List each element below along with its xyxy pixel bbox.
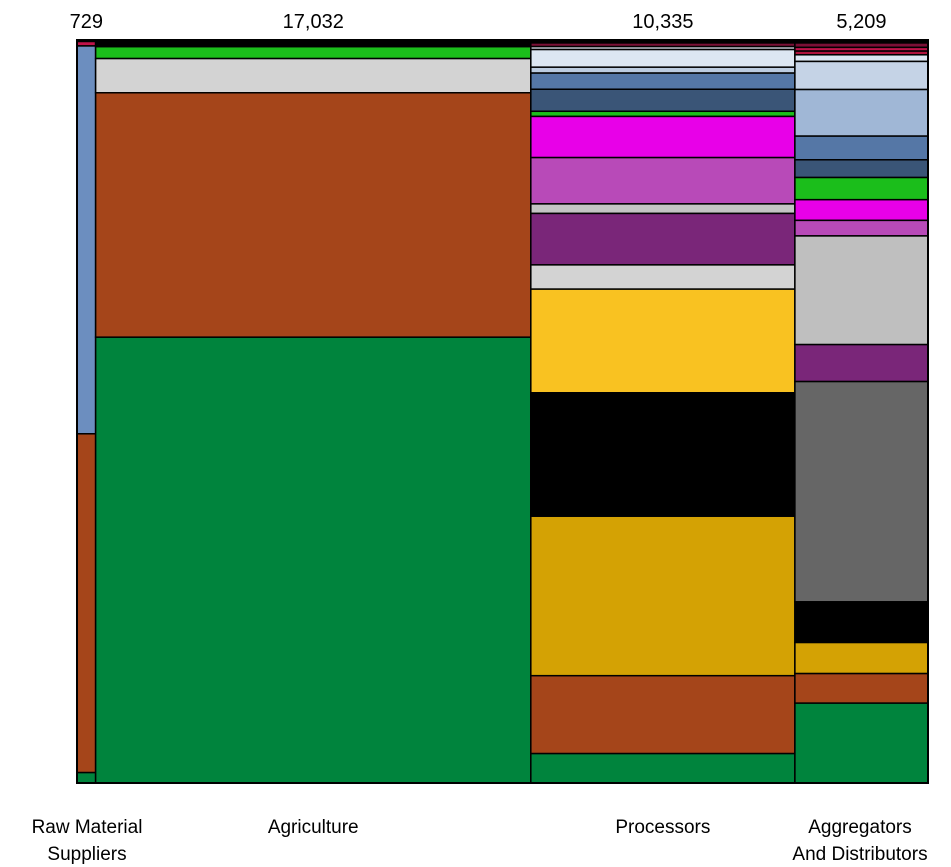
segment-processors-15 (530, 392, 796, 517)
segment-aggregators-and-distributors-18 (794, 672, 929, 704)
segment-aggregators-and-distributors-17 (794, 641, 929, 675)
segment-raw-material-suppliers-4 (76, 433, 97, 774)
plot-frame (76, 39, 929, 784)
segment-aggregators-and-distributors-14 (794, 343, 929, 383)
segment-processors-17 (530, 674, 796, 755)
category-label-processors: Processors (615, 817, 710, 838)
segment-processors-4 (530, 48, 796, 68)
category-label-aggregators-and-distributors: Aggregators And Distributors (792, 817, 927, 865)
segment-aggregators-and-distributors-6 (794, 60, 929, 91)
segment-agriculture-4 (94, 92, 532, 338)
segment-aggregators-and-distributors-7 (794, 88, 929, 137)
segment-aggregators-and-distributors-9 (794, 159, 929, 179)
segment-aggregators-and-distributors-12 (794, 219, 929, 237)
segment-aggregators-and-distributors-19 (794, 702, 929, 784)
segment-processors-8 (530, 110, 796, 118)
segment-processors-18 (530, 752, 796, 784)
category-labels: Raw Material Suppliers Agriculture Processo… (32, 817, 928, 865)
segment-aggregators-and-distributors-5 (794, 54, 929, 63)
segment-processors-11 (530, 203, 796, 215)
segment-processors-5 (530, 66, 796, 74)
segment-aggregators-and-distributors-15 (794, 380, 929, 603)
segment-agriculture-5 (94, 336, 532, 784)
segment-processors-7 (530, 88, 796, 113)
column-totals: 729 17,032 10,335 5,209 (70, 11, 887, 33)
segment-aggregators-and-distributors-10 (794, 176, 929, 201)
segment-raw-material-suppliers-5 (76, 771, 97, 784)
segment-agriculture-3 (94, 57, 532, 94)
segment-processors-16 (530, 515, 796, 677)
segment-processors-10 (530, 156, 796, 205)
segment-aggregators-and-distributors-8 (794, 135, 929, 161)
segment-processors-9 (530, 115, 796, 159)
segment-processors-13 (530, 264, 796, 290)
plot-area (76, 39, 929, 784)
category-label-raw-material-suppliers: Raw Material Suppliers (32, 817, 143, 865)
total-label-processors: 10,335 (632, 11, 693, 33)
segment-processors-6 (530, 72, 796, 90)
segment-raw-material-suppliers-3 (76, 45, 97, 435)
segment-agriculture-1 (94, 39, 532, 48)
total-label-agriculture: 17,032 (283, 11, 344, 33)
segment-aggregators-and-distributors-16 (794, 601, 929, 644)
total-label-aggregators-and-distributors: 5,209 (836, 11, 886, 33)
segment-aggregators-and-distributors-13 (794, 235, 929, 346)
segment-processors-12 (530, 212, 796, 266)
segment-processors-14 (530, 288, 796, 394)
category-label-agriculture: Agriculture (268, 817, 359, 838)
segment-aggregators-and-distributors-11 (794, 198, 929, 222)
segment-agriculture-2 (94, 45, 532, 60)
total-label-raw-material-suppliers: 729 (70, 11, 103, 33)
